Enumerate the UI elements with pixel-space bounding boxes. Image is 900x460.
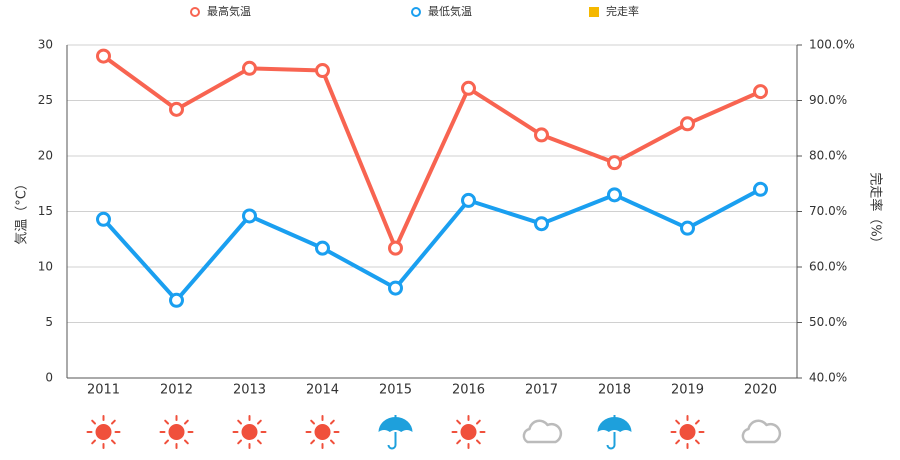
weather-icon bbox=[305, 415, 340, 449]
weather-icon bbox=[232, 415, 267, 449]
point bbox=[534, 127, 549, 143]
weather-icon bbox=[451, 415, 486, 449]
point bbox=[169, 292, 184, 308]
y-axis-label: 気温（°C） bbox=[14, 177, 30, 245]
weather-icon bbox=[741, 419, 782, 444]
x-tick-label: 2017 bbox=[525, 383, 558, 398]
y2-tick-label: 80.0% bbox=[809, 149, 847, 163]
point bbox=[461, 80, 476, 96]
x-tick-label: 2014 bbox=[306, 383, 339, 398]
point bbox=[242, 208, 257, 224]
x-tick-label: 2019 bbox=[671, 383, 704, 398]
legend-swatch bbox=[190, 7, 200, 17]
y2-tick-label: 40.0% bbox=[809, 371, 847, 385]
x-tick-label: 2012 bbox=[160, 383, 193, 398]
y2-tick-label: 100.0% bbox=[809, 38, 855, 52]
series-line bbox=[102, 187, 762, 303]
weather-icon bbox=[522, 419, 563, 444]
legend-label: 完走率 bbox=[606, 4, 639, 18]
series-line bbox=[102, 54, 762, 251]
y2-tick-label: 60.0% bbox=[809, 260, 847, 274]
point bbox=[534, 216, 549, 232]
point bbox=[680, 220, 695, 236]
y-tick-label: 25 bbox=[38, 93, 53, 107]
point bbox=[753, 84, 768, 100]
y2-axis-label: 完走率（%） bbox=[868, 172, 884, 249]
x-tick-label: 2013 bbox=[233, 383, 266, 398]
x-tick-label: 2011 bbox=[87, 383, 120, 398]
y-tick-label: 5 bbox=[45, 315, 53, 329]
series bbox=[96, 48, 768, 256]
x-tick-label: 2016 bbox=[452, 383, 485, 398]
weather-icon bbox=[596, 414, 633, 450]
y-tick-label: 0 bbox=[45, 371, 53, 385]
weather-icons bbox=[86, 414, 782, 450]
y-tick-label: 30 bbox=[38, 38, 53, 52]
legend-label: 最高気温 bbox=[207, 4, 251, 18]
weather-icon bbox=[670, 415, 705, 449]
y-tick-label: 10 bbox=[38, 260, 53, 274]
weather-icon bbox=[377, 414, 414, 450]
point bbox=[753, 181, 768, 197]
point bbox=[607, 155, 622, 171]
x-tick-label: 2020 bbox=[744, 383, 777, 398]
x-tick-label: 2015 bbox=[379, 383, 412, 398]
point bbox=[96, 211, 111, 227]
x-tick-label: 2018 bbox=[598, 383, 631, 398]
point bbox=[680, 116, 695, 132]
y-tick-label: 15 bbox=[38, 204, 53, 218]
point bbox=[461, 192, 476, 208]
point bbox=[388, 280, 403, 296]
point bbox=[607, 187, 622, 203]
y2-tick-label: 50.0% bbox=[809, 315, 847, 329]
y2-tick-label: 90.0% bbox=[809, 93, 847, 107]
point bbox=[315, 63, 330, 79]
weather-icon bbox=[86, 415, 121, 449]
series bbox=[96, 181, 768, 308]
weather-icon bbox=[159, 415, 194, 449]
y-tick-label: 20 bbox=[38, 149, 53, 163]
point bbox=[388, 240, 403, 256]
point bbox=[169, 101, 184, 117]
y2-tick-label: 70.0% bbox=[809, 204, 847, 218]
legend-swatch bbox=[411, 7, 421, 17]
point bbox=[96, 48, 111, 64]
point bbox=[315, 240, 330, 256]
point bbox=[242, 60, 257, 76]
legend-swatch bbox=[589, 7, 599, 17]
legend-label: 最低気温 bbox=[428, 4, 472, 18]
